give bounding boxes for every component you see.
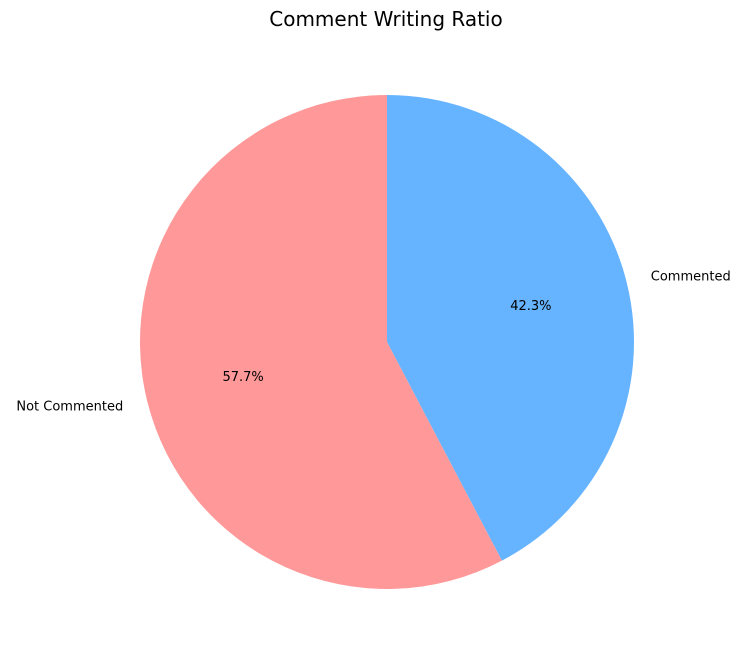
slice-label-not-commented: Not Commented bbox=[16, 400, 123, 415]
pie-labels: Commented 42.3% Not Commented 57.7% bbox=[16, 269, 730, 414]
pie-slices bbox=[139, 95, 634, 590]
pie-slice-not-commented bbox=[139, 95, 502, 590]
pie-slice-commented bbox=[387, 95, 634, 561]
slice-label-commented: Commented bbox=[651, 269, 731, 284]
slice-pct-not-commented: 57.7% bbox=[222, 370, 263, 385]
chart-title: Comment Writing Ratio bbox=[269, 7, 502, 31]
slice-pct-commented: 42.3% bbox=[510, 299, 551, 314]
